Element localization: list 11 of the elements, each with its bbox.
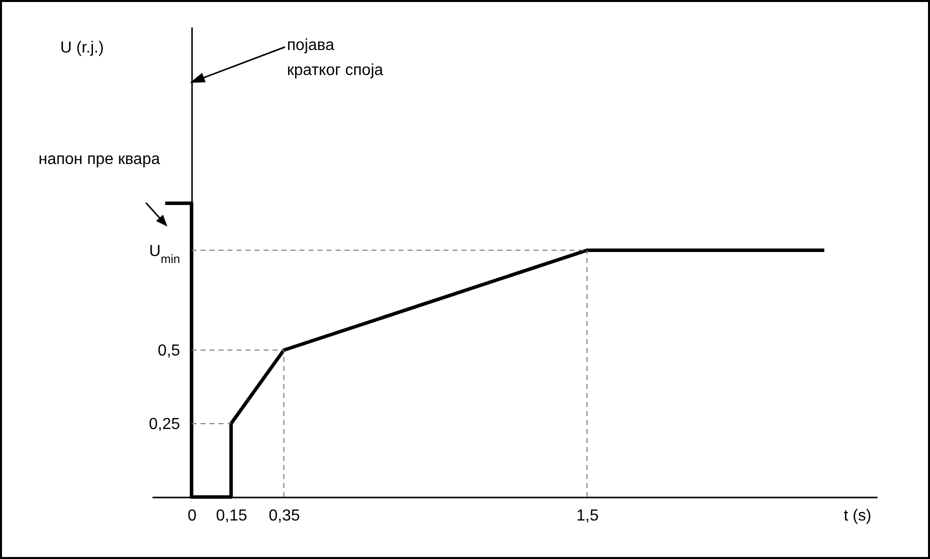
x-tick-label: 0,35 bbox=[268, 508, 300, 524]
x-tick-label: 0,15 bbox=[216, 508, 248, 524]
x-tick-label: 1,5 bbox=[576, 508, 599, 524]
x-axis-title: t (s) bbox=[844, 508, 872, 524]
y-tick-label: 0,5 bbox=[158, 342, 180, 360]
annotation: напон пре квара bbox=[38, 151, 160, 168]
y-axis-title: U (r.j.) bbox=[60, 40, 104, 56]
x-tick-label: 0 bbox=[188, 508, 197, 524]
y-tick-label: U$_{min}$ bbox=[149, 242, 180, 266]
annotation: појава кратког споја bbox=[287, 37, 384, 79]
y-tick-label: 0,25 bbox=[148, 416, 180, 434]
